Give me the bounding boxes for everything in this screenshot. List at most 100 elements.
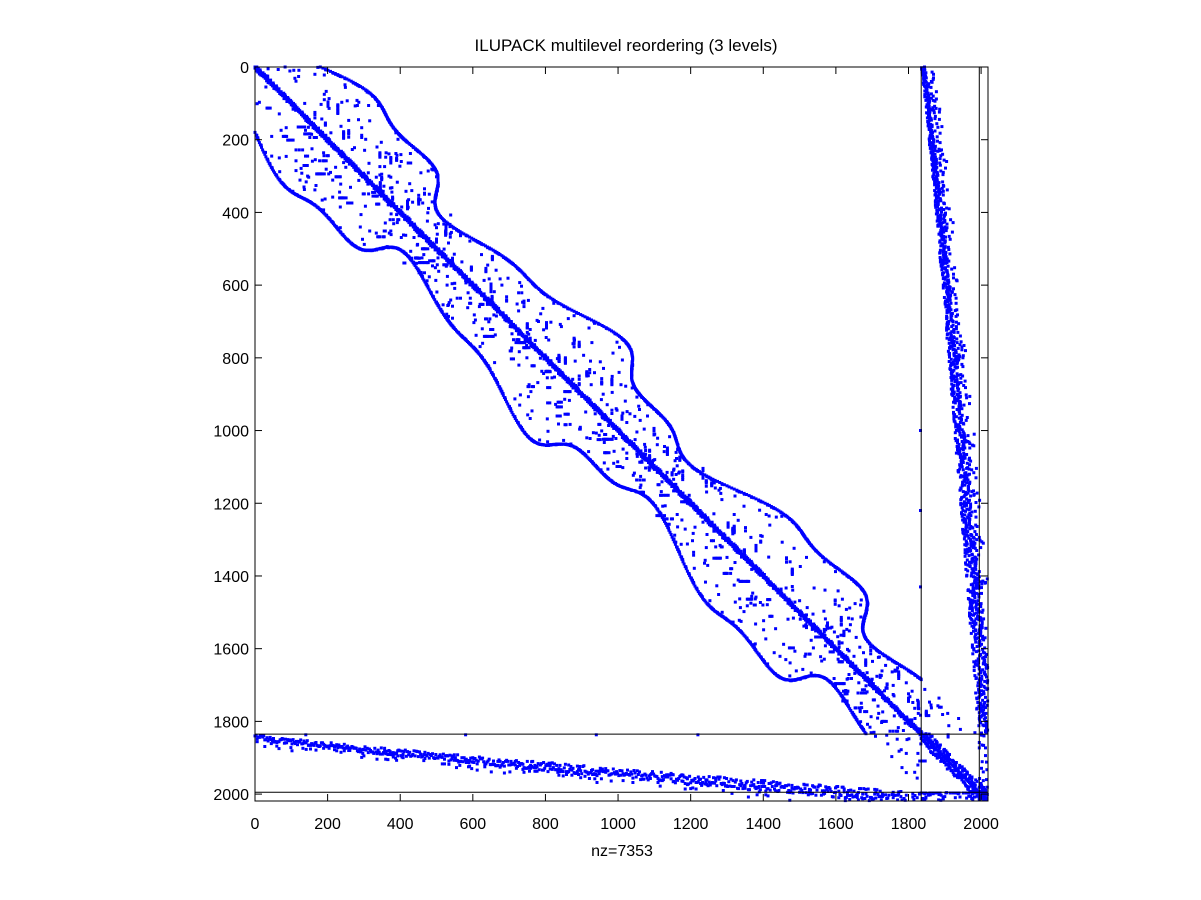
nonzero-marker [381,194,385,198]
nonzero-marker [357,178,361,182]
nonzero-marker [358,170,362,174]
nonzero-marker [931,168,934,172]
nonzero-marker [705,533,709,536]
nonzero-marker [602,366,605,370]
nonzero-marker [914,727,918,731]
nonzero-marker [748,558,751,562]
nonzero-marker [564,378,568,382]
nonzero-marker [498,385,502,389]
nonzero-marker [581,314,585,318]
nonzero-marker [304,128,307,132]
nonzero-marker [943,220,947,224]
nonzero-marker [525,323,529,327]
nonzero-marker [389,157,393,161]
nonzero-marker [530,341,534,345]
nonzero-marker [730,486,734,490]
nonzero-marker [319,102,323,106]
nonzero-marker [862,675,865,679]
nonzero-marker [667,528,671,532]
nonzero-marker [780,540,784,544]
nonzero-marker [335,175,339,179]
nonzero-marker [596,466,600,470]
nonzero-marker [619,383,623,387]
nonzero-marker [362,173,366,177]
nonzero-marker [676,489,680,493]
nonzero-marker [310,123,314,127]
nonzero-marker [811,612,815,616]
nonzero-marker [727,485,731,489]
nonzero-marker [705,475,709,479]
nonzero-marker [725,571,729,575]
nonzero-marker [304,132,308,136]
nonzero-marker [895,737,899,741]
nonzero-marker [907,696,910,700]
nonzero-marker [853,671,857,675]
nonzero-marker [933,104,937,108]
nonzero-marker [417,200,421,204]
nonzero-marker [423,192,426,196]
nonzero-marker [509,349,513,353]
nonzero-marker [589,359,592,363]
nonzero-marker [557,359,561,363]
nonzero-marker [567,398,571,402]
nonzero-marker [525,346,529,350]
nonzero-marker [610,374,614,378]
nonzero-marker [509,357,513,361]
nonzero-marker [848,707,852,711]
nonzero-marker [560,303,564,307]
nonzero-marker [656,466,660,470]
nonzero-marker [663,514,666,518]
nonzero-marker [742,553,746,557]
nonzero-marker [858,670,862,674]
nonzero-marker [832,677,836,680]
nonzero-marker [545,321,548,325]
nonzero-marker [492,374,495,378]
nonzero-marker [416,242,420,246]
nonzero-marker [896,662,900,666]
nonzero-marker [417,193,421,197]
nonzero-marker [422,253,426,257]
nonzero-marker [361,237,364,241]
nonzero-marker [778,654,782,658]
nonzero-marker [942,202,946,206]
nonzero-marker [562,373,566,377]
nonzero-marker [256,67,260,70]
nonzero-marker [723,535,727,539]
nonzero-marker [263,152,267,156]
nonzero-marker [877,711,881,715]
nonzero-marker [910,689,914,693]
nonzero-marker [765,603,769,607]
nonzero-marker [468,296,472,300]
nonzero-marker [378,165,382,169]
nonzero-marker [422,278,426,282]
nonzero-marker [304,154,307,158]
nonzero-marker [751,591,755,595]
nonzero-marker [387,231,391,235]
nonzero-marker [564,423,568,427]
nonzero-marker [947,207,951,211]
nonzero-marker [301,148,305,152]
nonzero-marker [848,623,852,627]
nonzero-marker [334,165,338,169]
nonzero-marker [933,189,937,193]
nonzero-marker [426,240,430,244]
nonzero-marker [759,500,763,504]
nonzero-marker [330,144,334,147]
nonzero-marker [910,718,914,722]
nonzero-marker [726,525,730,529]
nonzero-marker [542,328,546,332]
nonzero-marker [554,402,558,406]
nonzero-marker [410,256,414,260]
nonzero-marker [517,338,521,342]
nonzero-marker [646,414,649,418]
nonzero-marker [270,134,274,138]
nonzero-marker [692,503,696,507]
nonzero-marker [593,412,597,416]
nonzero-marker [932,109,936,113]
nonzero-marker [433,223,437,227]
nonzero-marker [747,494,751,498]
nonzero-marker [331,71,335,75]
nonzero-marker [625,451,629,455]
nonzero-marker [383,165,387,169]
nonzero-marker [652,463,656,467]
